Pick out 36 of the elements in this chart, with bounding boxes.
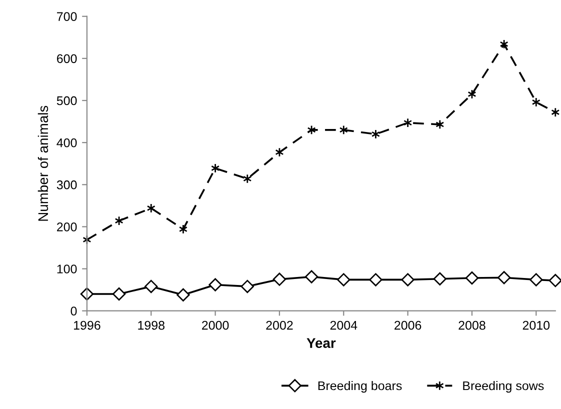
y-tick-label: 700 <box>57 12 77 22</box>
point <box>272 272 286 286</box>
point <box>433 272 446 286</box>
point <box>112 287 126 301</box>
x-tick-label: 1998 <box>138 320 164 330</box>
y-tick-label: 500 <box>56 96 77 106</box>
y-tick-label: 600 <box>57 54 77 64</box>
legend-label: Breeding boars <box>318 380 402 393</box>
y-tick-label: 0 <box>70 306 77 316</box>
point <box>548 274 561 288</box>
x-tick-label: 1996 <box>74 320 100 330</box>
y-axis-title: Number of animals <box>38 106 48 221</box>
y-tick-label: 400 <box>56 138 77 148</box>
point <box>176 288 190 302</box>
point <box>530 273 543 286</box>
x-axis-title: Year <box>306 338 336 348</box>
point <box>401 273 414 286</box>
point <box>465 271 479 285</box>
point <box>337 273 350 286</box>
y-tick-label: 200 <box>57 222 77 232</box>
x-tick-label: 2008 <box>458 320 486 330</box>
x-tick-label: 2010 <box>522 320 550 330</box>
point <box>304 270 318 284</box>
point <box>144 280 158 294</box>
x-tick-label: 2004 <box>330 320 358 330</box>
x-tick-label: 2000 <box>202 320 229 330</box>
x-tick-label: 2006 <box>394 320 422 330</box>
point <box>240 280 254 294</box>
y-tick-label: 100 <box>57 264 77 274</box>
point <box>208 278 222 292</box>
point <box>497 271 511 284</box>
x-tick-label: 2002 <box>266 320 293 330</box>
y-tick-label: 300 <box>56 180 77 190</box>
point <box>532 97 540 108</box>
legend-label: Breeding sows <box>463 380 544 393</box>
point <box>369 273 382 286</box>
